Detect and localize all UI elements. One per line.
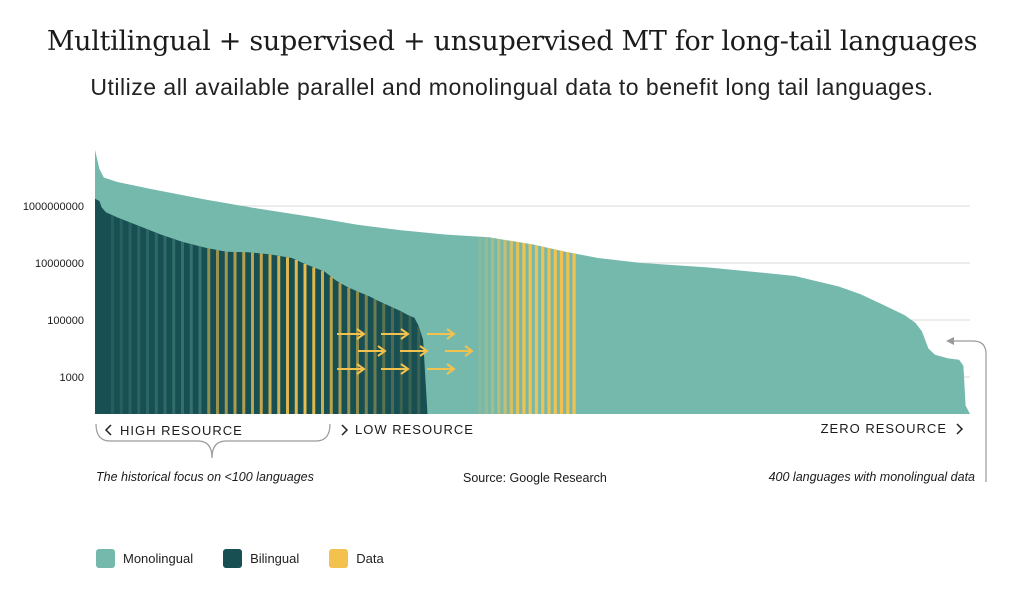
y-tick-label: 100000	[47, 315, 84, 327]
low-resource-label: LOW RESOURCE	[355, 422, 474, 437]
chevron-right-icon	[956, 423, 964, 435]
data-stripe	[356, 291, 359, 414]
data-stripe	[478, 236, 482, 414]
arrow-right-icon	[400, 345, 429, 357]
data-stripe	[312, 267, 316, 414]
data-stripe	[146, 229, 149, 414]
data-stripe	[534, 245, 539, 414]
data-stripe	[294, 259, 298, 414]
arrow-right-icon	[337, 328, 366, 340]
data-stripe	[207, 248, 211, 414]
data-stripe	[490, 237, 495, 414]
data-stripe	[111, 215, 114, 414]
data-stripe	[408, 315, 412, 414]
data-stripe	[181, 241, 184, 414]
callout-arrow	[951, 340, 987, 482]
legend-label-monolingual: Monolingual	[123, 551, 194, 566]
data-stripe	[522, 242, 526, 414]
data-stripe	[516, 241, 520, 414]
data-stripe	[347, 287, 351, 414]
legend-label-bilingual: Bilingual	[250, 551, 300, 566]
source-note: Source: Google Research	[463, 471, 607, 485]
arrow-right-icon	[381, 363, 410, 375]
data-stripe	[154, 232, 158, 414]
legend-swatch-data	[329, 549, 349, 568]
legend: Monolingual Bilingual Data	[96, 549, 384, 568]
data-stripe	[268, 254, 272, 414]
data-stripe	[163, 235, 167, 414]
data-stripes-low-resource	[478, 236, 576, 414]
data-stripe	[172, 238, 176, 414]
data-stripe	[559, 250, 564, 414]
data-stripe	[338, 282, 342, 414]
data-stripe	[224, 251, 228, 414]
high-resource-bracket	[95, 423, 331, 459]
high-resource-label: HIGH RESOURCE	[120, 423, 243, 438]
legend-swatch-monolingual	[96, 549, 115, 568]
data-stripe	[373, 299, 377, 414]
arrow-right-icon	[381, 328, 410, 340]
data-stripe	[497, 238, 501, 414]
data-stripe	[251, 252, 254, 414]
arrow-right-icon	[427, 328, 456, 340]
data-stripe	[128, 222, 132, 414]
monolingual-languages-note: 400 languages with monolingual data	[769, 470, 975, 484]
data-stripe	[572, 253, 576, 414]
data-stripe	[321, 270, 324, 414]
arrow-right-icon	[337, 363, 366, 375]
data-stripe	[509, 240, 513, 414]
data-stripe	[391, 307, 394, 414]
data-stripe	[399, 311, 403, 414]
data-stripe	[189, 244, 193, 414]
data-stripe	[484, 237, 488, 414]
data-stripe	[503, 239, 507, 414]
historical-focus-note: The historical focus on <100 languages	[96, 470, 314, 484]
chevron-left-icon	[104, 424, 112, 436]
data-stripe	[259, 253, 263, 414]
arrowhead-left-icon	[946, 337, 954, 345]
data-stripe	[303, 263, 307, 414]
data-stripe	[329, 276, 333, 414]
y-tick-label: 10000000	[35, 258, 84, 270]
y-tick-labels: 1000000000 10000000 100000 1000	[23, 201, 84, 384]
data-stripe	[277, 255, 281, 414]
data-stripe	[242, 252, 246, 414]
data-stripe	[566, 252, 570, 414]
data-stripe	[547, 248, 551, 414]
chart-title: Multilingual + supervised + unsupervised…	[46, 26, 978, 57]
arrow-right-icon	[445, 345, 474, 357]
data-stripe	[286, 257, 289, 414]
data-stripe	[216, 249, 219, 414]
transfer-arrows	[337, 328, 474, 375]
y-tick-label: 1000	[60, 372, 84, 384]
data-stripe	[382, 303, 386, 414]
legend-label-data: Data	[356, 551, 384, 566]
arrow-right-icon	[358, 345, 387, 357]
data-stripe	[119, 219, 123, 414]
data-stripe	[417, 326, 421, 414]
legend-swatch-bilingual	[223, 549, 243, 568]
data-stripe	[364, 295, 368, 414]
legend-item-data: Data	[329, 549, 384, 568]
data-stripe	[198, 246, 202, 414]
data-stripe	[541, 246, 545, 414]
zero-resource-label: ZERO RESOURCE	[821, 421, 947, 436]
legend-item-monolingual: Monolingual	[96, 549, 193, 568]
data-stripe	[233, 251, 237, 414]
data-stripes-high-resource	[111, 215, 421, 414]
y-tick-label: 1000000000	[23, 201, 84, 213]
legend-item-bilingual: Bilingual	[223, 549, 299, 568]
arrow-right-icon	[427, 363, 456, 375]
data-stripe	[553, 249, 557, 414]
data-stripe	[137, 225, 141, 414]
chevron-right-icon	[341, 424, 349, 436]
data-stripe	[528, 244, 532, 414]
chart-subtitle: Utilize all available parallel and monol…	[90, 74, 934, 100]
